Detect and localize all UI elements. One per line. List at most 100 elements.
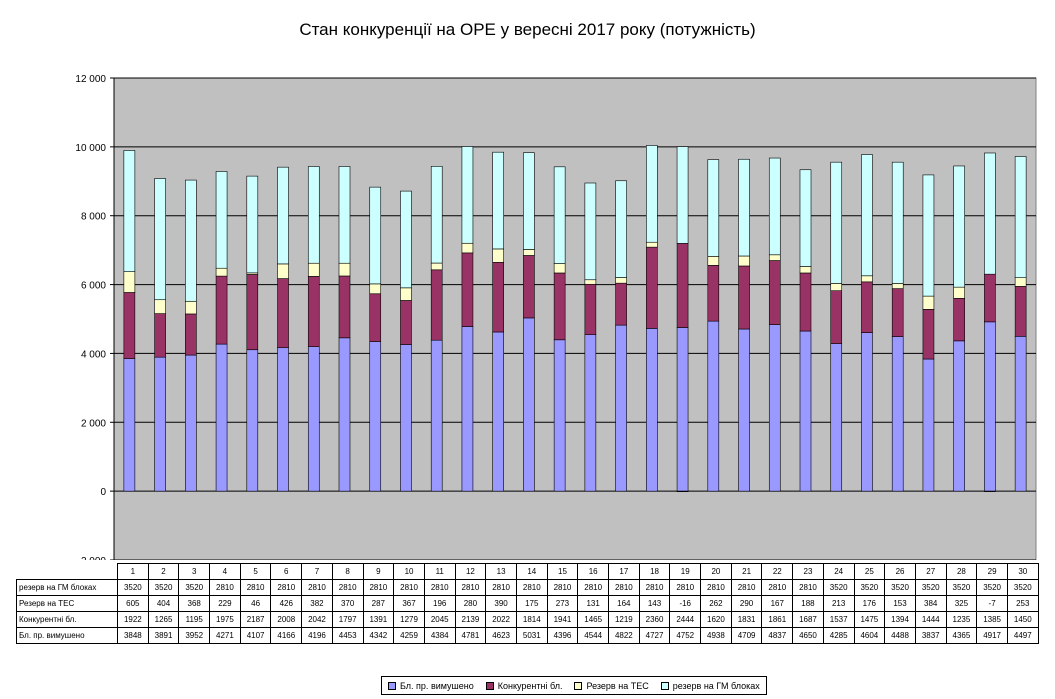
bar-segment (891, 288, 904, 337)
bar-segment (861, 275, 873, 283)
data-label: 1279 (393, 611, 425, 628)
bar-segment (615, 277, 627, 284)
bar-segment (799, 169, 812, 267)
data-label: 3520 (976, 579, 1008, 596)
data-label: 1444 (914, 611, 947, 628)
y-tick-label: 10 000 (75, 143, 106, 154)
data-label: 4623 (485, 627, 517, 644)
x-tick-label: 19 (669, 563, 702, 580)
table-corner (17, 564, 118, 580)
bar-segment (369, 341, 382, 492)
data-label: 287 (362, 595, 395, 612)
bar-segment (707, 159, 720, 257)
data-label: -7 (976, 595, 1008, 612)
data-label: 3891 (147, 627, 180, 644)
x-tick-label: 11 (423, 563, 456, 580)
bar-segment (984, 273, 996, 323)
x-tick-label: 14 (515, 563, 548, 580)
legend-label: резерв на ГМ блоках (672, 680, 760, 691)
data-label: 1394 (884, 611, 916, 628)
data-label: 4196 (301, 627, 333, 644)
bar-segment (461, 242, 474, 254)
data-label: 1385 (976, 611, 1008, 628)
data-label: 167 (761, 595, 794, 612)
bar-segment (400, 344, 412, 492)
data-label: 196 (423, 595, 456, 612)
data-label: 3520 (822, 579, 855, 596)
bar-segment (215, 171, 228, 269)
data-label: 1475 (853, 611, 886, 628)
legend-swatch (660, 681, 669, 690)
bar-segment (400, 300, 412, 345)
data-label: 153 (884, 595, 916, 612)
data-label: 2810 (577, 579, 609, 596)
bar-segment (523, 249, 535, 256)
bar-segment (891, 161, 904, 284)
data-label: 2810 (209, 579, 241, 596)
legend-swatch (388, 681, 396, 690)
bar-segment (123, 358, 136, 492)
data-label: 4752 (669, 627, 702, 644)
bar-segment (246, 349, 259, 492)
bar-segment (123, 292, 136, 359)
data-label: 2042 (301, 611, 333, 628)
data-label: 1814 (515, 611, 548, 628)
bar-segment (553, 263, 566, 274)
bar-segment (492, 248, 504, 263)
bar-segment (154, 313, 166, 358)
bar-segment (922, 358, 935, 492)
data-label: 188 (792, 595, 824, 612)
bar-segment (830, 283, 843, 291)
data-label: 262 (700, 595, 732, 612)
data-label: 4396 (546, 627, 579, 644)
data-label: 2810 (669, 579, 702, 596)
bar-segment (738, 158, 750, 257)
bar-segment (584, 279, 597, 285)
x-tick-label: 20 (700, 563, 732, 580)
data-label: 2810 (393, 579, 425, 596)
data-label: 2810 (515, 579, 548, 596)
data-label: 4938 (700, 627, 732, 644)
data-label: 1797 (331, 611, 364, 628)
bar-segment (676, 490, 689, 492)
bar-segment (768, 254, 781, 261)
data-label: 3848 (117, 627, 149, 644)
data-label: 5031 (515, 627, 548, 644)
data-label: 2810 (546, 579, 579, 596)
data-label: 3520 (178, 579, 211, 596)
y-tick-label: 2 000 (81, 418, 106, 429)
data-label: 2008 (270, 611, 303, 628)
data-label: 1831 (730, 611, 763, 628)
bar-segment (307, 166, 320, 264)
legend-item: Конкурентні бл. (485, 681, 562, 691)
data-label: 367 (393, 595, 425, 612)
data-label: 2810 (638, 579, 671, 596)
bar-segment (185, 179, 197, 302)
bar-segment (953, 165, 965, 288)
bar-segment (215, 267, 228, 277)
bar-segment (615, 180, 627, 278)
bar-segment (615, 282, 627, 326)
y-tick-label: 8 000 (81, 212, 106, 223)
bar-segment (646, 145, 658, 243)
data-label: 2139 (454, 611, 487, 628)
table-row-label: Конкурентні бл. (16, 611, 118, 628)
bar-segment (738, 265, 750, 330)
data-label: 1465 (577, 611, 609, 628)
bar-segment (738, 328, 750, 492)
bar-segment (338, 262, 351, 277)
data-label: 164 (608, 595, 640, 612)
x-tick-label: 25 (853, 563, 886, 580)
data-label: 4837 (761, 627, 794, 644)
data-label: 4285 (822, 627, 855, 644)
data-table: 1 2 3 4 5 6 7 8 9 10 11 12 13 14 15 16 17 18 19 20 21 22 23 24 2… (16, 563, 1039, 644)
bar-segment (430, 339, 443, 492)
bar-segment (584, 182, 597, 281)
bar-segment (984, 152, 996, 275)
x-tick-label: 10 (393, 563, 425, 580)
bar-segment (277, 263, 289, 279)
x-tick-label: 6 (270, 563, 303, 580)
table-row-label: Бл. пр. вимушено (16, 627, 118, 644)
data-label: 2810 (423, 579, 456, 596)
bar-segment (338, 337, 351, 492)
